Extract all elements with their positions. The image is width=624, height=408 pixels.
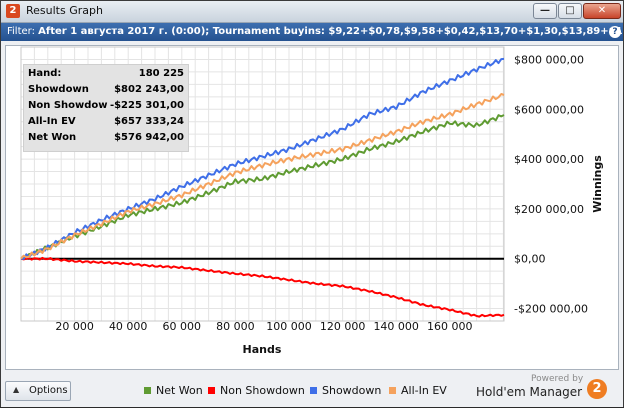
minimize-button[interactable]: — <box>533 3 557 19</box>
stat-value: $802 243,00 <box>114 84 184 95</box>
stat-label: Non Showdown <box>28 100 108 111</box>
legend-label: All-In EV <box>401 384 447 397</box>
powered-by-text: Powered by <box>531 374 584 384</box>
legend-item-all-in-ev: All-In EV <box>389 384 447 397</box>
legend-swatch-showdown <box>310 387 317 394</box>
legend-swatch-all-in-ev <box>389 387 396 394</box>
stat-label: Hand: <box>28 68 62 79</box>
legend-item-net-won: Net Won <box>144 384 203 397</box>
options-label: Options <box>29 385 68 396</box>
stat-value: -$225 301,00 <box>109 100 184 111</box>
maximize-icon: □ <box>565 5 575 16</box>
title-bar[interactable]: 2 Results Graph — □ ✕ <box>1 1 623 23</box>
close-button[interactable]: ✕ <box>583 3 621 19</box>
stats-row-all-in-ev: All-In EV $657 333,24 <box>24 116 188 132</box>
legend-item-showdown: Showdown <box>310 384 381 397</box>
legend-swatch-net-won <box>144 387 151 394</box>
close-icon: ✕ <box>597 5 607 16</box>
bottom-bar: ▲ Options Net Won Non Showdown Showdown … <box>1 373 623 407</box>
stat-value: $576 942,00 <box>114 132 184 143</box>
filter-text: After 1 августа 2017 г. (0:00); Tourname… <box>38 26 623 37</box>
stat-label: All-In EV <box>28 116 76 127</box>
triangle-up-icon: ▲ <box>13 385 20 394</box>
stat-value: 180 225 <box>138 68 184 79</box>
legend-item-non-showdown: Non Showdown <box>208 384 305 397</box>
stat-label: Net Won <box>28 132 77 143</box>
help-icon[interactable]: ? <box>609 26 621 38</box>
brand-name: Hold'em Manager <box>476 385 583 399</box>
app-icon: 2 <box>6 4 20 18</box>
maximize-button[interactable]: □ <box>558 3 582 19</box>
minimize-icon: — <box>540 5 550 16</box>
stats-row-hands: Hand: 180 225 <box>24 68 188 84</box>
options-button[interactable]: ▲ Options <box>5 381 71 401</box>
stats-row-net-won: Net Won $576 942,00 <box>24 132 188 148</box>
filter-label: Filter: <box>7 26 35 37</box>
filter-bar: Filter: After 1 августа 2017 г. (0:00); … <box>1 23 623 41</box>
hm2-logo-icon: 2 <box>587 379 607 399</box>
window-title: Results Graph <box>26 4 103 17</box>
legend-label: Non Showdown <box>220 384 305 397</box>
stats-summary: Hand: 180 225 Showdown $802 243,00 Non S… <box>23 64 189 152</box>
stat-value: $657 333,24 <box>114 116 184 127</box>
stats-row-non-showdown: Non Showdown -$225 301,00 <box>24 100 188 116</box>
legend-label: Net Won <box>156 384 203 397</box>
stats-row-showdown: Showdown $802 243,00 <box>24 84 188 100</box>
legend-label: Showdown <box>322 384 382 397</box>
stat-label: Showdown <box>28 84 89 95</box>
legend-swatch-non-showdown <box>208 387 215 394</box>
